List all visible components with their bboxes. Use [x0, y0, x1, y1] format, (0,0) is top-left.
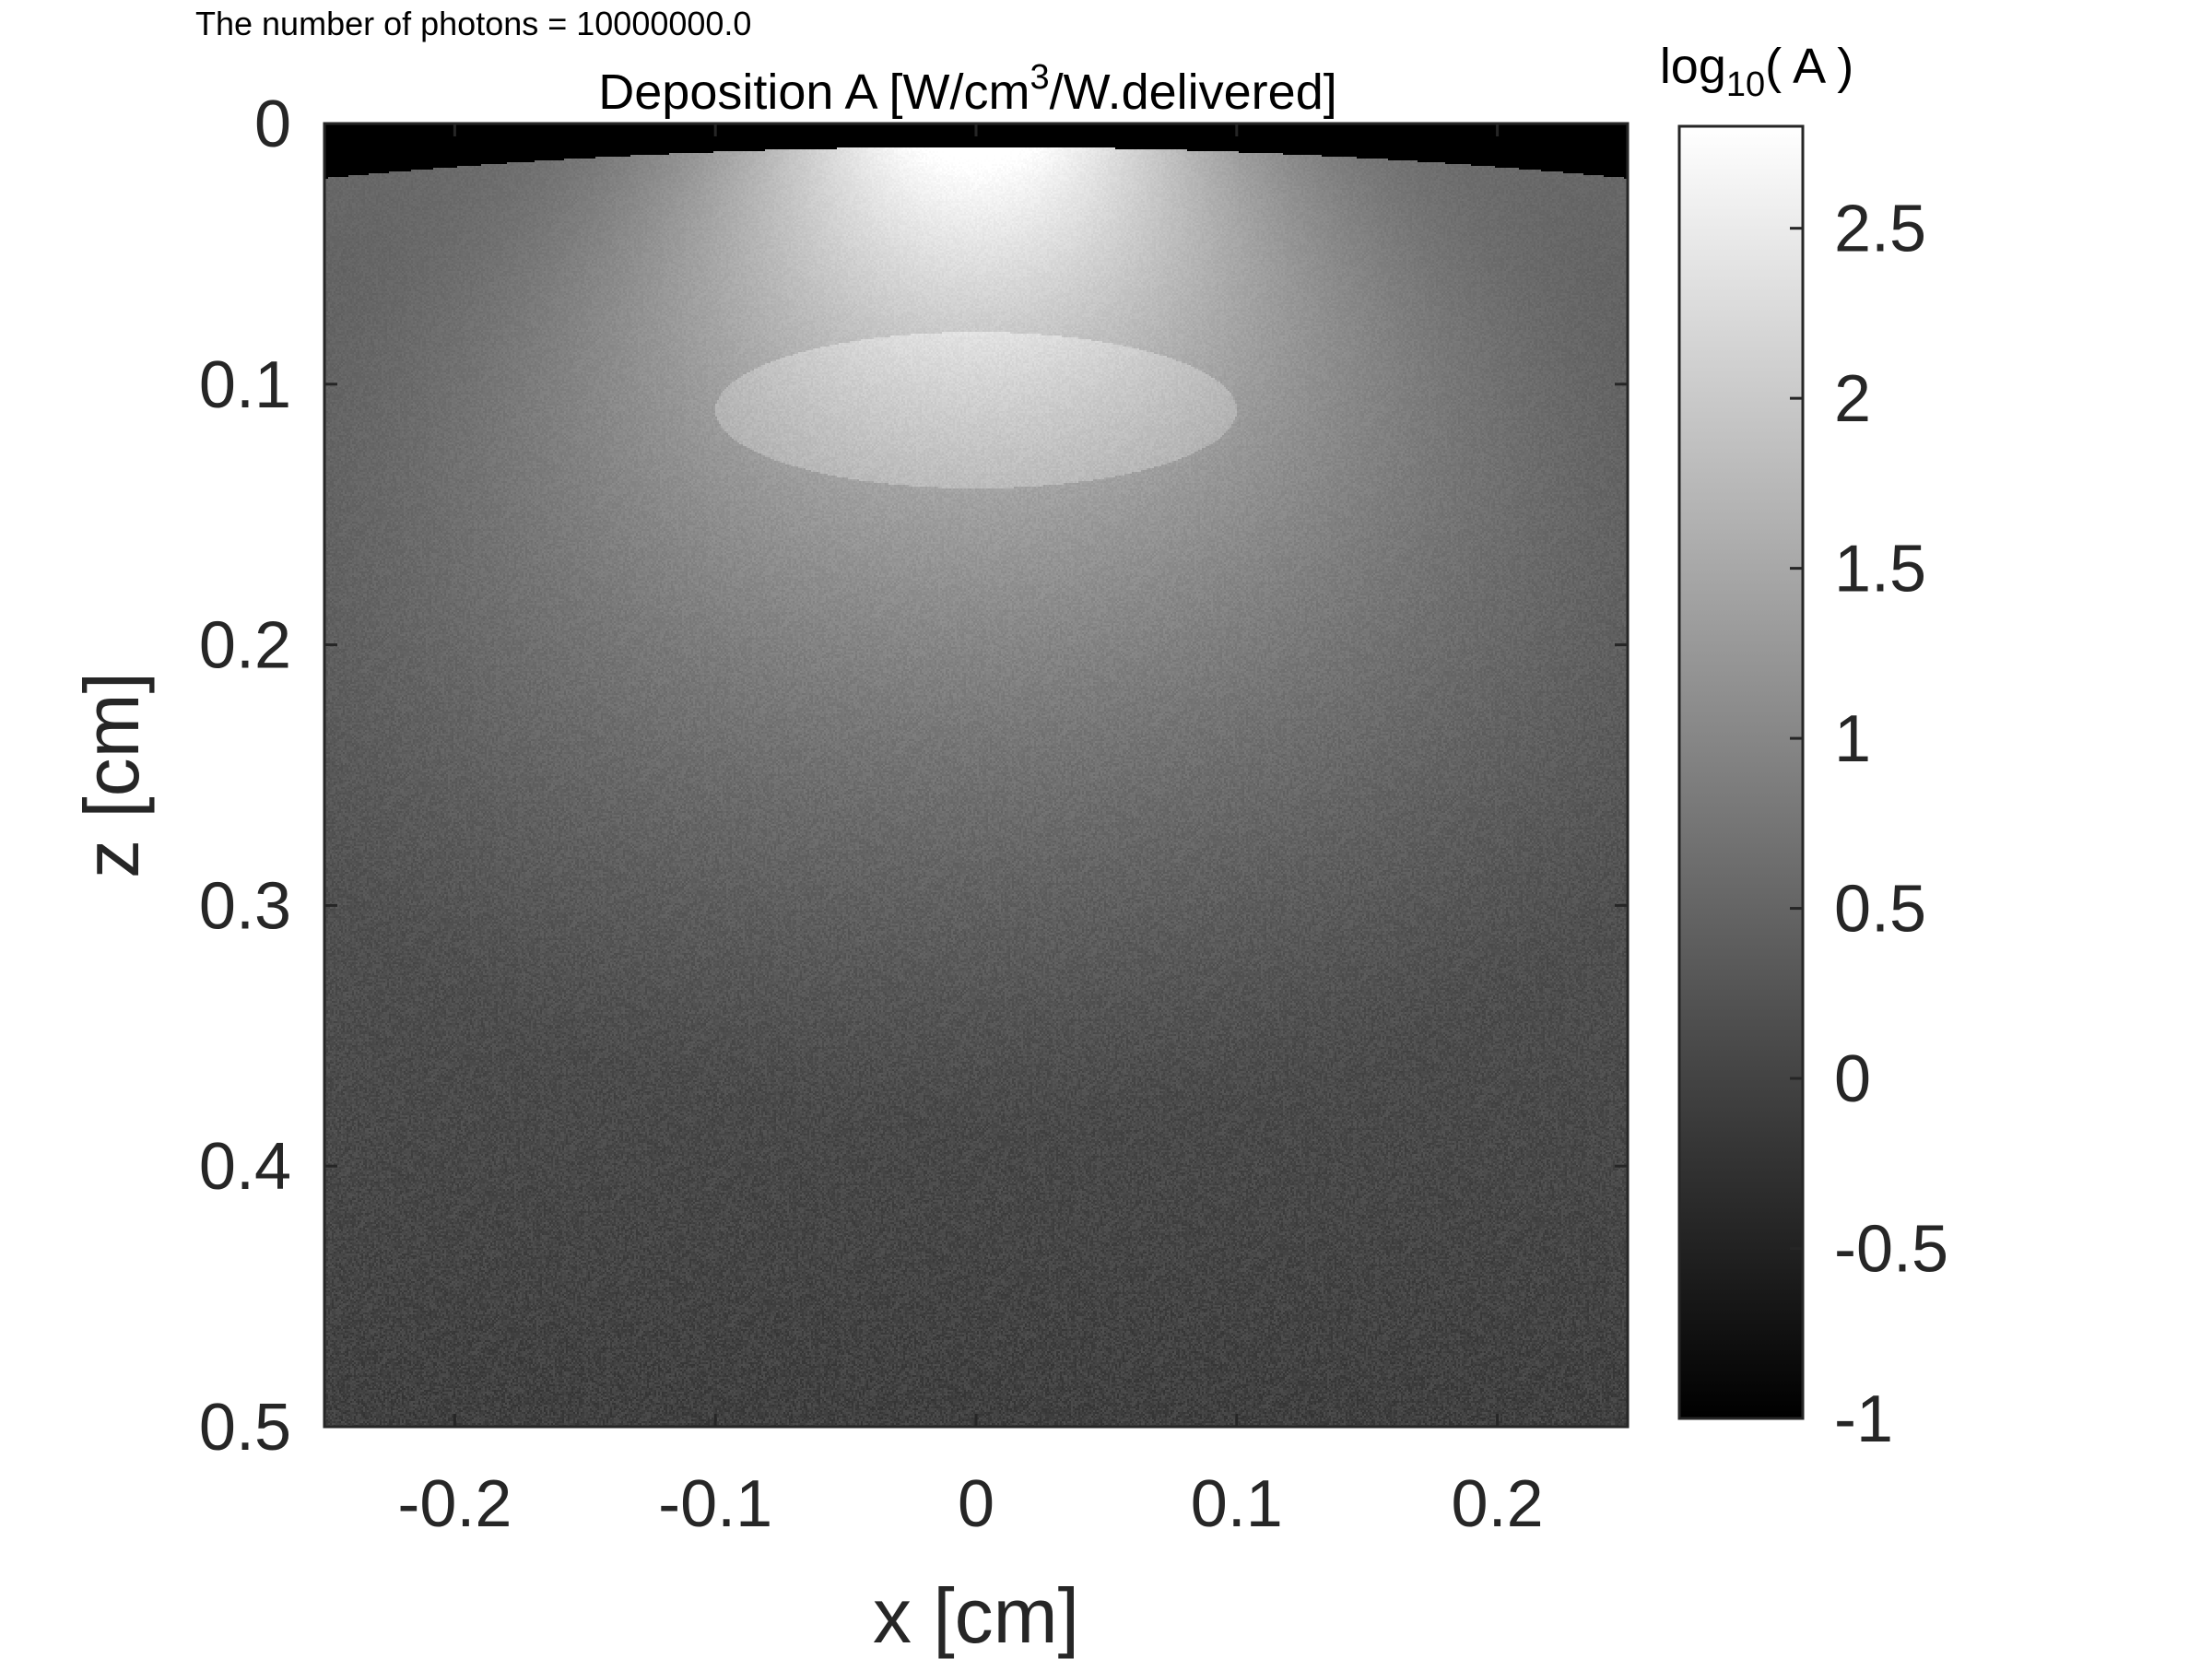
- y-tick-label: 0.4: [199, 1130, 291, 1204]
- x-tick-label: 0.1: [1191, 1467, 1283, 1541]
- colorbar-label: log10( A ): [1660, 39, 1853, 104]
- y-tick-label: 0: [254, 88, 291, 161]
- chart-title: Deposition A [W/cm3/W.delivered]: [598, 58, 1336, 120]
- y-tick-label: 0.1: [199, 348, 291, 422]
- colorbar-label-subscript: 10: [1726, 65, 1765, 104]
- x-axis-label: x [cm]: [873, 1572, 1079, 1659]
- heatmap-image: [324, 124, 1628, 1427]
- photon-count-note: The number of photons = 10000000.0: [195, 5, 751, 42]
- x-tick-label: 0: [958, 1467, 994, 1541]
- x-tick-label: -0.1: [658, 1467, 772, 1541]
- colorbar-tick-label: 2: [1834, 362, 1871, 436]
- colorbar-tick-label: 0: [1834, 1042, 1871, 1116]
- y-axis-label: z [cm]: [68, 672, 155, 878]
- colorbar-label-suffix: ( A ): [1765, 39, 1853, 94]
- colorbar-tick-label: 0.5: [1834, 873, 1926, 947]
- colorbar-tick-label: -0.5: [1834, 1213, 1948, 1287]
- y-tick-label: 0.3: [199, 869, 291, 943]
- title-suffix: /W.delivered]: [1050, 65, 1337, 120]
- colorbar-tick-label: 1.5: [1834, 533, 1926, 606]
- colorbar-tick-label: 1: [1834, 702, 1871, 776]
- title-prefix: Deposition A [W/cm: [598, 65, 1030, 120]
- colorbar-axis: -1 -0.5 0 0.5 1 1.5 2 2.5: [1790, 193, 1948, 1456]
- x-tick-label: -0.2: [397, 1467, 512, 1541]
- colorbar-gradient: [1679, 126, 1803, 1418]
- colorbar-label-prefix: log: [1660, 39, 1726, 94]
- colorbar-tick-label: 2.5: [1834, 193, 1926, 266]
- colorbar-tick-label: -1: [1834, 1382, 1893, 1456]
- x-tick-label: 0.2: [1452, 1467, 1544, 1541]
- y-tick-label: 0.5: [199, 1391, 291, 1465]
- y-tick-label: 0.2: [199, 609, 291, 683]
- title-superscript: 3: [1030, 58, 1049, 97]
